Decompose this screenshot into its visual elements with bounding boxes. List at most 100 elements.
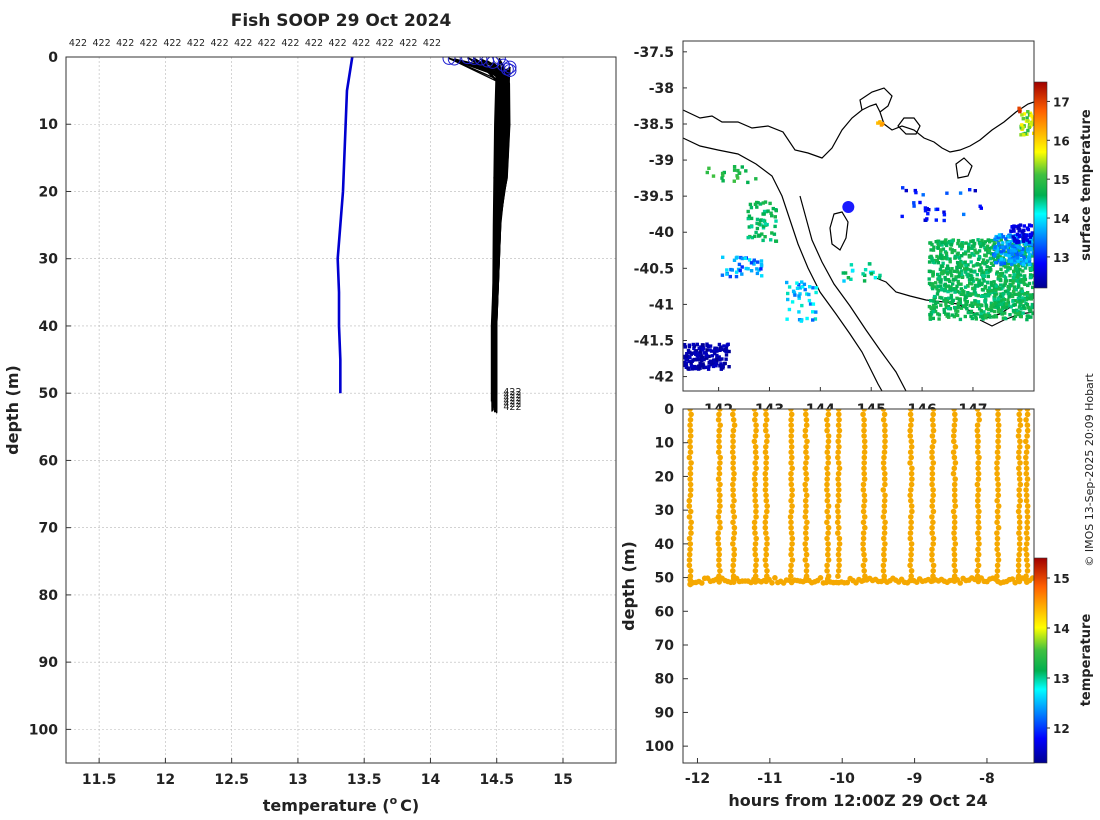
sst-pixel <box>1018 223 1023 227</box>
sst-pixel <box>999 257 1003 261</box>
sst-pixel <box>935 286 939 291</box>
sst-pixel <box>715 362 719 366</box>
sst-pixel <box>943 276 947 280</box>
scatter-point <box>687 492 694 499</box>
sst-pixel <box>932 285 937 289</box>
sst-pixel <box>813 317 818 321</box>
sst-pixel <box>1025 314 1029 318</box>
scatter-point <box>731 546 737 553</box>
sst-pixel <box>981 277 985 281</box>
sst-pixel <box>1017 106 1021 110</box>
sst-pixel <box>989 238 994 243</box>
sst-pixel <box>807 292 811 297</box>
scatter-point <box>825 433 832 439</box>
scatter-point <box>976 508 982 515</box>
sst-pixel <box>966 263 970 267</box>
sst-pixel <box>999 292 1003 296</box>
sst-pixel <box>968 293 973 297</box>
scatter-point <box>687 581 694 588</box>
sst-pixel <box>968 255 972 259</box>
sst-pixel <box>790 300 795 304</box>
sst-pixel <box>988 257 992 261</box>
sst-pixel <box>721 364 725 369</box>
sst-pixel <box>842 279 846 283</box>
sst-pixel <box>956 238 961 243</box>
profile-x-ticks: 11.5 12 12.5 13 13.5 14 14.5 15 <box>82 758 573 788</box>
scatter-point <box>763 551 770 558</box>
scatter-point <box>687 524 694 531</box>
sst-pixel <box>923 209 928 213</box>
sst-pixel <box>925 207 929 211</box>
sst-pixel <box>931 272 935 276</box>
scatter-point <box>764 503 770 509</box>
scatter-point <box>908 444 915 450</box>
sst-pixel <box>963 270 968 274</box>
sst-pixel <box>968 303 972 308</box>
sst-pixel <box>925 217 929 221</box>
sst-pixel <box>939 278 943 282</box>
sst-pixel <box>959 306 964 310</box>
sst-pixel <box>974 293 978 297</box>
sst-pixel <box>949 270 953 275</box>
sst-pixel <box>1012 317 1016 321</box>
sst-pixel <box>904 188 908 193</box>
sst-pixel <box>689 364 694 368</box>
sst-pixel <box>976 262 980 267</box>
scatter-point <box>995 487 1001 493</box>
scatter-point <box>835 470 842 477</box>
scatter-point <box>862 557 868 563</box>
sst-pixel <box>958 297 962 301</box>
scatter-point <box>994 519 1000 526</box>
sst-pixel <box>963 260 967 264</box>
sst-pixel <box>697 353 701 358</box>
sst-pixel <box>970 282 974 286</box>
profile-surface-marker <box>486 57 500 69</box>
sst-pixel <box>1018 109 1022 114</box>
sst-pixel <box>707 354 711 359</box>
sst-pixel <box>988 266 992 270</box>
sst-pixel <box>958 301 963 305</box>
sst-pixel <box>946 306 951 311</box>
scatter-point <box>730 568 736 574</box>
scatter-point <box>907 411 914 418</box>
scatter-point <box>752 444 759 450</box>
scatter-point <box>994 497 1000 504</box>
scatter-point <box>1042 503 1048 509</box>
sst-pixel <box>1012 273 1016 277</box>
scatter-point <box>752 530 758 536</box>
sst-pixel <box>934 281 938 285</box>
scatter-point <box>1023 454 1029 461</box>
sst-pixel <box>956 251 960 255</box>
profile-top-label: 422 <box>69 38 87 49</box>
scatter-y-tick-label: 50 <box>655 571 675 587</box>
sst-pixel <box>1023 282 1027 286</box>
scatter-y-tick-label: 70 <box>655 638 675 654</box>
sst-pixel <box>953 305 957 310</box>
sst-pixel <box>715 348 719 352</box>
sst-pixel <box>688 355 692 360</box>
sst-pixel <box>1027 240 1032 244</box>
sst-pixel <box>973 189 977 193</box>
sst-pixel <box>937 317 941 321</box>
sst-pixel <box>698 350 703 354</box>
scatter-point <box>929 503 935 509</box>
scatter-point <box>752 541 759 547</box>
scatter-point <box>788 433 794 439</box>
sst-pixel <box>929 248 933 252</box>
scatter-point <box>907 562 913 569</box>
sst-pixel <box>701 348 705 352</box>
scatter-point <box>861 454 868 461</box>
scatter-point <box>824 535 830 542</box>
sst-pixel <box>942 269 946 273</box>
profile-surface-marker <box>467 57 481 65</box>
scatter-point <box>836 465 843 472</box>
sst-pixel <box>1029 113 1033 118</box>
sst-pixel <box>955 284 959 288</box>
scatter-point <box>1023 470 1030 477</box>
scatter-point <box>716 487 722 493</box>
scatter-point <box>1042 487 1048 493</box>
scatter-point <box>909 476 915 482</box>
sst-pixel <box>1028 232 1033 237</box>
scatter-point <box>1016 503 1023 509</box>
scatter-point <box>907 492 913 499</box>
